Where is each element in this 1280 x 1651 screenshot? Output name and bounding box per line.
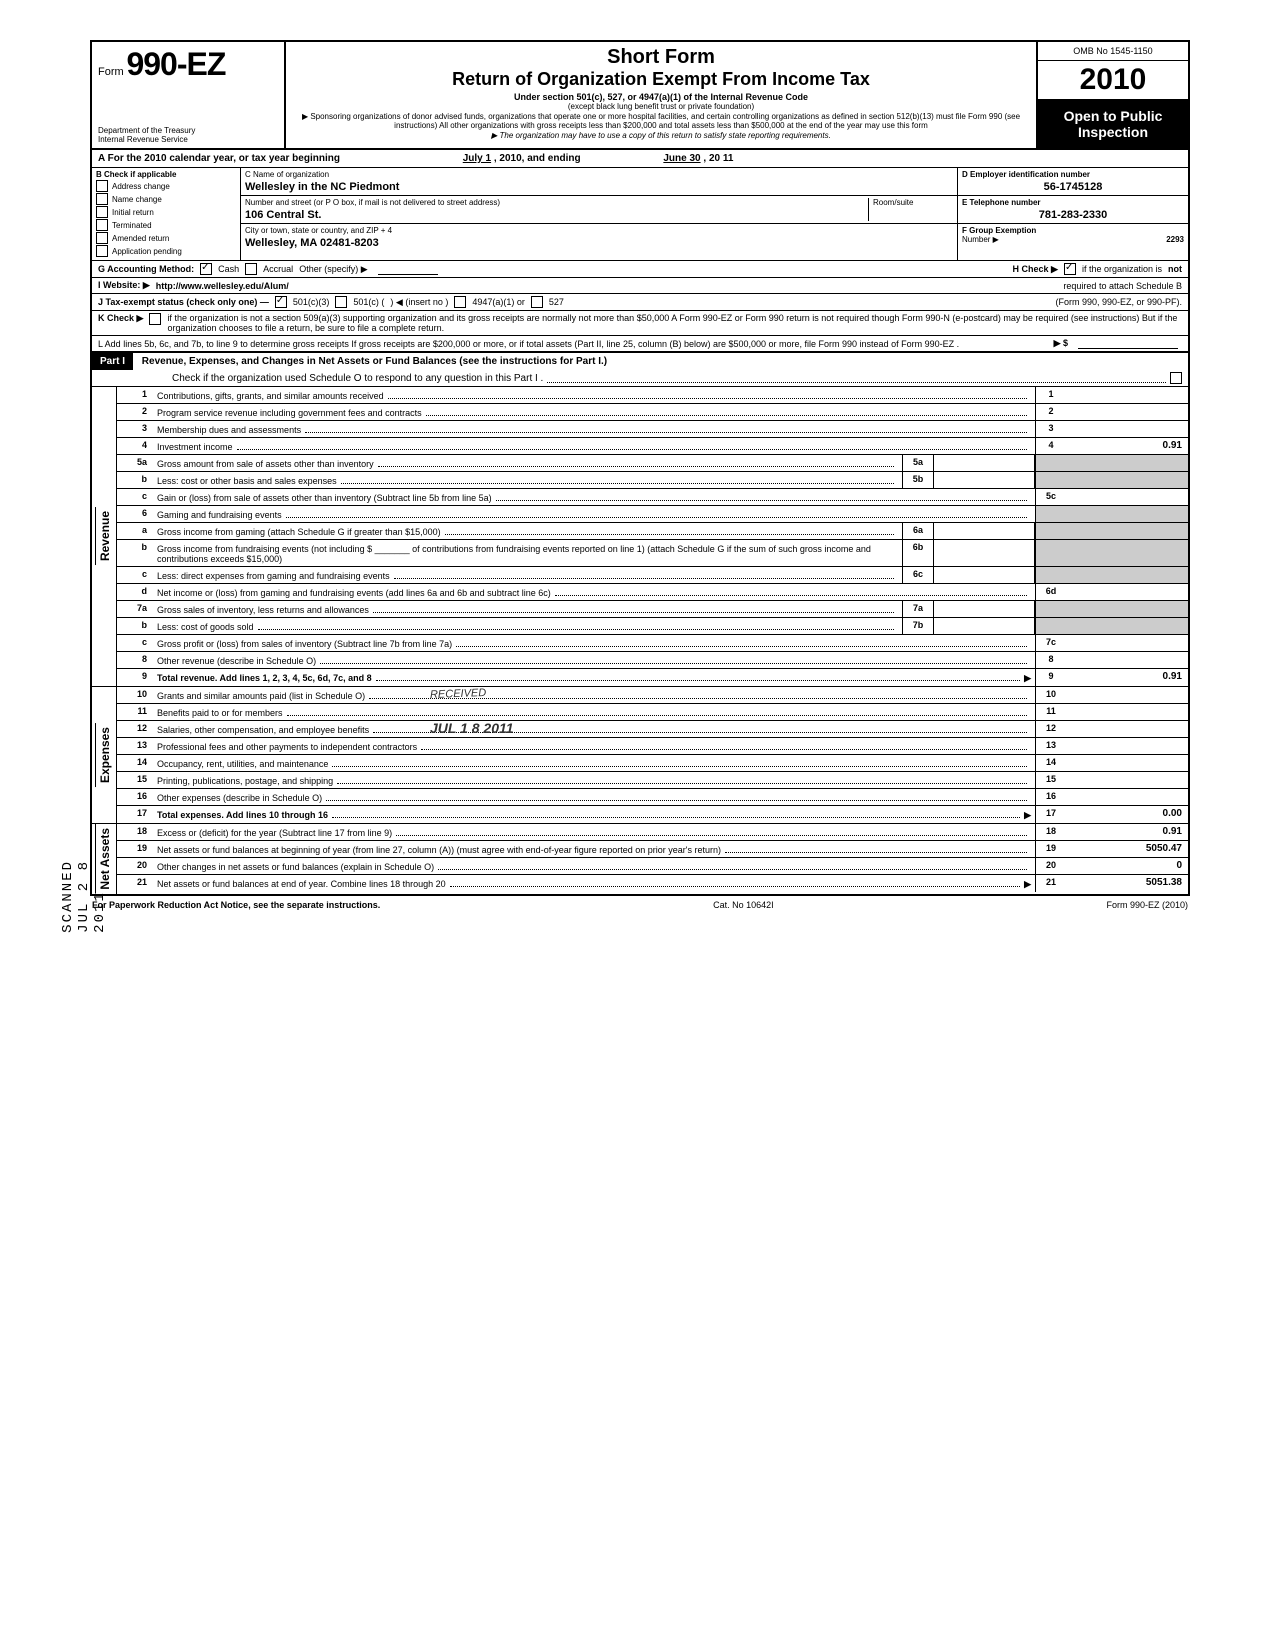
line-17: 17Total expenses. Add lines 10 through 1… [117, 806, 1188, 823]
line-3: 3Membership dues and assessments3 [117, 421, 1188, 438]
line-i: I Website: ▶ http://www.wellesley.edu/Al… [90, 278, 1190, 294]
line-a: aGross income from gaming (attach Schedu… [117, 523, 1188, 540]
line-9: 9Total revenue. Add lines 1, 2, 3, 4, 5c… [117, 669, 1188, 686]
chk-terminated[interactable]: Terminated [96, 219, 236, 231]
line-d: dNet income or (loss) from gaming and fu… [117, 584, 1188, 601]
header-left: Form 990-EZ Department of the Treasury I… [92, 42, 286, 148]
expenses-table: Expenses 10Grants and similar amounts pa… [90, 687, 1190, 824]
revenue-table: Revenue 1Contributions, gifts, grants, a… [90, 387, 1190, 687]
chk-amended[interactable]: Amended return [96, 232, 236, 244]
line-b: bGross income from fundraising events (n… [117, 540, 1188, 567]
line-b: bLess: cost of goods sold7b [117, 618, 1188, 635]
col-de: D Employer identification number 56-1745… [957, 168, 1188, 260]
col-b: B Check if applicable Address change Nam… [92, 168, 241, 260]
sponsor-text: ▶ Sponsoring organizations of donor advi… [294, 112, 1028, 131]
dept-block: Department of the Treasury Internal Reve… [98, 126, 278, 144]
line-c: cGross profit or (loss) from sales of in… [117, 635, 1188, 652]
line-6: 6Gaming and fundraising events [117, 506, 1188, 523]
bcdef-section: B Check if applicable Address change Nam… [90, 168, 1190, 261]
footer: For Paperwork Reduction Act Notice, see … [90, 896, 1190, 914]
header-right: OMB No 1545-1150 2010 Open to Public Ins… [1036, 42, 1188, 148]
chk-name[interactable]: Name change [96, 193, 236, 205]
ein: 56-1745128 [962, 181, 1184, 193]
row-a: A For the 2010 calendar year, or tax yea… [90, 150, 1190, 168]
form-page: SCANNED JUL 2 8 2011 Form 990-EZ Departm… [90, 40, 1190, 914]
return-title: Return of Organization Exempt From Incom… [294, 69, 1028, 90]
line-21: 21Net assets or fund balances at end of … [117, 875, 1188, 892]
chk-initial[interactable]: Initial return [96, 206, 236, 218]
copy-note: ▶ The organization may have to use a cop… [294, 131, 1028, 140]
open-public: Open to Public Inspection [1038, 100, 1188, 148]
line-5a: 5aGross amount from sale of assets other… [117, 455, 1188, 472]
line-15: 15Printing, publications, postage, and s… [117, 772, 1188, 789]
chk-501c3[interactable] [275, 296, 287, 308]
website: http://www.wellesley.edu/Alum/ [156, 281, 289, 291]
form-prefix: Form [98, 66, 124, 78]
chk-cash[interactable] [200, 263, 212, 275]
header-center: Short Form Return of Organization Exempt… [286, 42, 1036, 148]
city: Wellesley, MA 02481-8203 [245, 237, 953, 249]
line-c: cGain or (loss) from sale of assets othe… [117, 489, 1188, 506]
line-10: 10Grants and similar amounts paid (list … [117, 687, 1188, 704]
short-form-label: Short Form [294, 46, 1028, 69]
chk-pending[interactable]: Application pending [96, 245, 236, 257]
line-14: 14Occupancy, rent, utilities, and mainte… [117, 755, 1188, 772]
line-j: J Tax-exempt status (check only one) — 5… [90, 294, 1190, 311]
chk-accrual[interactable] [245, 263, 257, 275]
form-number: 990-EZ [126, 46, 225, 82]
received-stamp: RECEIVED [430, 687, 487, 701]
line-20: 20Other changes in net assets or fund ba… [117, 858, 1188, 875]
chk-k[interactable] [149, 313, 161, 325]
line-11: 11Benefits paid to or for members11 [117, 704, 1188, 721]
group-exempt: 2293 [1166, 235, 1184, 244]
tax-year: 2010 [1038, 61, 1188, 100]
chk-schedule-o[interactable] [1170, 372, 1182, 384]
line-l: L Add lines 5b, 6c, and 7b, to line 9 to… [90, 336, 1190, 353]
phone: 781-283-2330 [962, 209, 1184, 221]
except-text: (except black lung benefit trust or priv… [294, 102, 1028, 112]
omb-number: OMB No 1545-1150 [1038, 42, 1188, 61]
org-name: Wellesley in the NC Piedmont [245, 181, 953, 193]
line-1: 1Contributions, gifts, grants, and simil… [117, 387, 1188, 404]
netassets-table: Net Assets 18Excess or (deficit) for the… [90, 824, 1190, 896]
line-g: G Accounting Method: Cash Accrual Other … [90, 261, 1190, 278]
col-c: C Name of organization Wellesley in the … [241, 168, 957, 260]
under-section: Under section 501(c), 527, or 4947(a)(1)… [294, 92, 1028, 102]
part-1-header: Part I Revenue, Expenses, and Changes in… [90, 353, 1190, 387]
line-13: 13Professional fees and other payments t… [117, 738, 1188, 755]
line-c: cLess: direct expenses from gaming and f… [117, 567, 1188, 584]
line-19: 19Net assets or fund balances at beginni… [117, 841, 1188, 858]
form-header: Form 990-EZ Department of the Treasury I… [90, 40, 1190, 150]
line-16: 16Other expenses (describe in Schedule O… [117, 789, 1188, 806]
street: 106 Central St. [245, 209, 868, 221]
chk-501c[interactable] [335, 296, 347, 308]
chk-address[interactable]: Address change [96, 180, 236, 192]
line-7a: 7aGross sales of inventory, less returns… [117, 601, 1188, 618]
line-k: K Check ▶ if the organization is not a s… [90, 311, 1190, 336]
line-18: 18Excess or (deficit) for the year (Subt… [117, 824, 1188, 841]
chk-4947[interactable] [454, 296, 466, 308]
line-4: 4Investment income40.91 [117, 438, 1188, 455]
chk-527[interactable] [531, 296, 543, 308]
line-2: 2Program service revenue including gover… [117, 404, 1188, 421]
chk-h[interactable] [1064, 263, 1076, 275]
line-8: 8Other revenue (describe in Schedule O)8 [117, 652, 1188, 669]
date-stamp: JUL 1 8 2011 [430, 720, 514, 736]
line-b: bLess: cost or other basis and sales exp… [117, 472, 1188, 489]
line-12: 12Salaries, other compensation, and empl… [117, 721, 1188, 738]
